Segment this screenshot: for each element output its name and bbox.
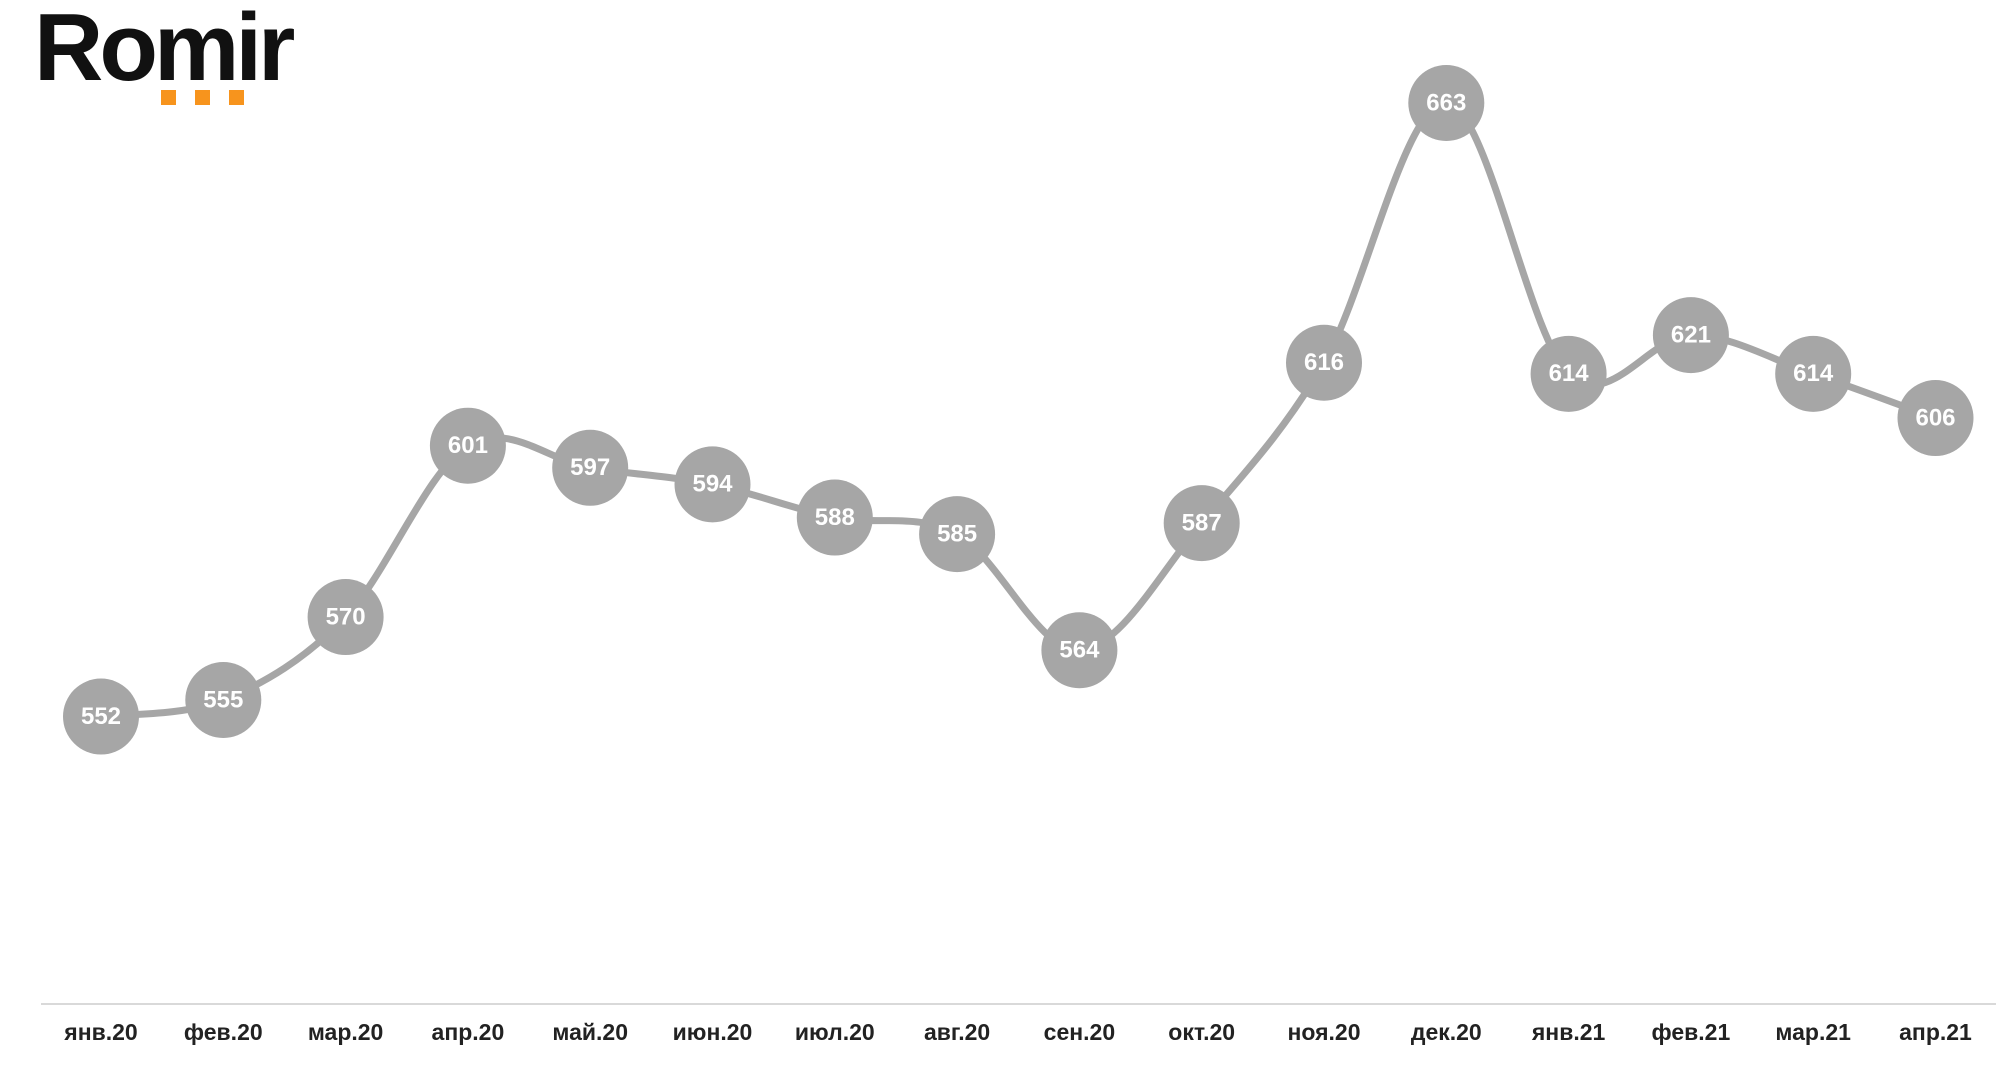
value-label: 663 [1426,89,1466,116]
x-tick-label: апр.20 [432,1019,505,1045]
x-tick-label: сен.20 [1044,1019,1115,1045]
value-label: 614 [1549,360,1590,387]
value-label: 587 [1182,509,1222,536]
x-tick-label: мар.21 [1775,1019,1851,1045]
marker [1286,324,1362,401]
marker [1163,485,1240,562]
value-label: 621 [1671,321,1711,348]
value-label: 570 [326,603,366,630]
value-label: 601 [448,432,488,459]
marker [307,579,384,656]
marker [674,446,751,523]
marker [1530,335,1607,412]
value-label: 564 [1059,637,1100,664]
x-tick-label: янв.21 [1531,1019,1606,1045]
value-label: 552 [81,703,121,730]
x-tick-label: мар.20 [308,1019,384,1045]
value-label: 585 [937,520,977,547]
marker [1775,335,1852,412]
x-tick-label: апр.21 [1899,1019,1972,1045]
x-tick-label: июн.20 [673,1019,753,1045]
marker [185,661,262,738]
value-label: 588 [815,504,855,531]
x-tick-label: май.20 [552,1019,628,1045]
x-tick-label: янв.20 [63,1019,137,1045]
marker [1897,380,1974,457]
x-tick-label: ноя.20 [1287,1019,1360,1045]
marker [1408,64,1485,141]
logo-dot [229,90,244,105]
logo: Romir [34,0,294,101]
value-label: 597 [570,454,610,481]
logo-dot [161,90,176,105]
logo-dot [195,90,210,105]
x-tick-label: фев.21 [1652,1019,1731,1045]
marker [552,429,629,506]
marker [429,407,506,484]
x-tick-label: окт.20 [1168,1019,1235,1045]
marker [1041,612,1118,689]
value-label: 606 [1915,404,1955,431]
marker [919,496,996,573]
x-tick-label: фев.20 [184,1019,263,1045]
value-label: 594 [692,471,733,498]
x-tick-label: авг.20 [924,1019,990,1045]
marker [796,479,873,556]
x-tick-label: дек.20 [1411,1019,1482,1045]
value-label: 616 [1304,349,1344,376]
value-label: 555 [203,686,243,713]
marker [1652,297,1729,374]
marker [63,678,139,755]
x-tick-label: июл.20 [795,1019,875,1045]
value-label: 614 [1793,360,1834,387]
